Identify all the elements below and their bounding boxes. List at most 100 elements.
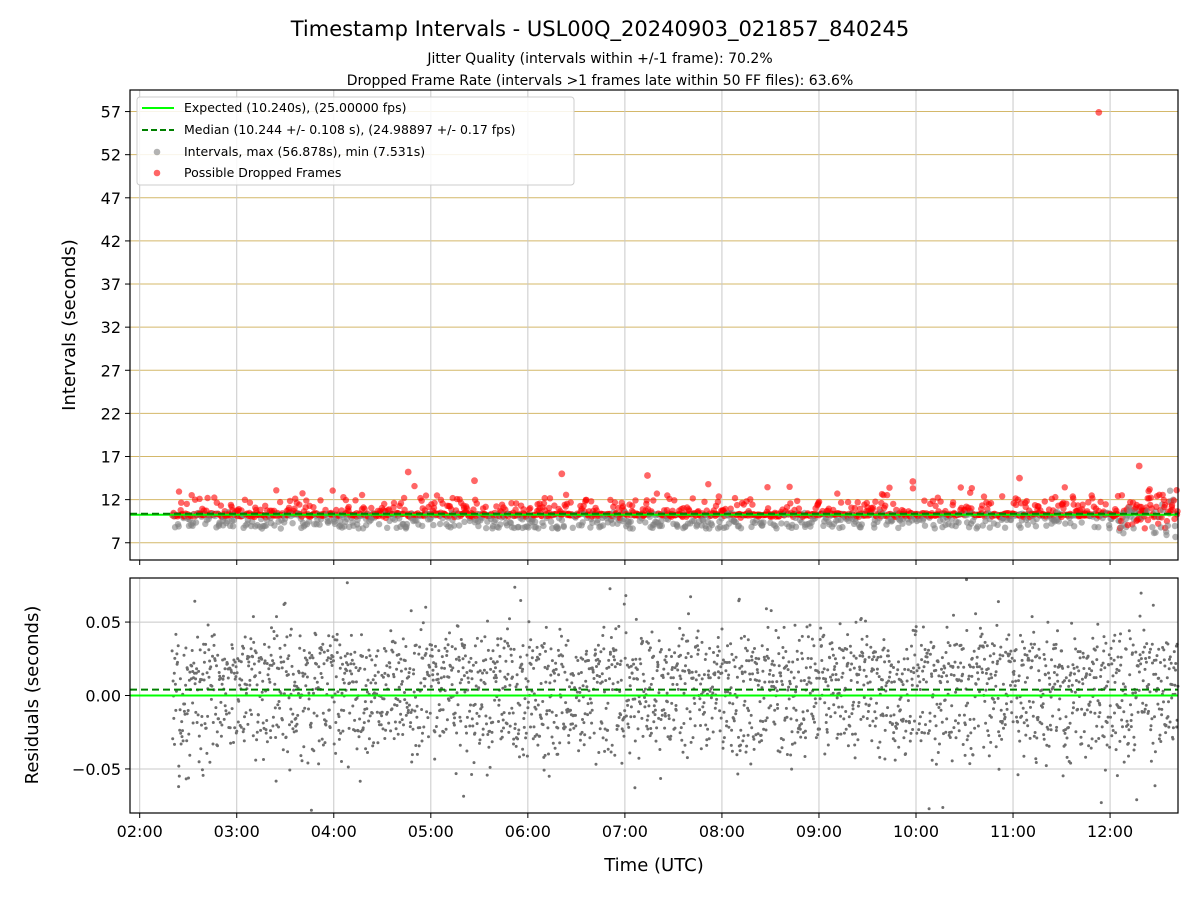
residual-point <box>1104 641 1108 645</box>
residual-point <box>976 671 980 675</box>
residual-point <box>348 711 352 715</box>
residual-point <box>493 661 497 665</box>
residual-point <box>454 657 458 661</box>
residual-point <box>888 670 892 674</box>
residual-point <box>602 647 606 651</box>
residual-point <box>991 697 995 701</box>
residual-point <box>1160 713 1164 717</box>
residual-point <box>790 767 794 771</box>
residual-point <box>291 712 295 716</box>
residual-point <box>512 647 516 651</box>
interval-point <box>629 525 636 532</box>
residual-point <box>987 677 991 681</box>
residual-point <box>853 756 857 760</box>
residual-point <box>1130 713 1134 717</box>
residual-point <box>1031 700 1035 704</box>
interval-point <box>1106 525 1113 532</box>
residual-point <box>963 723 967 727</box>
residual-point <box>589 701 593 705</box>
residual-point <box>1002 726 1005 730</box>
residual-point <box>513 585 517 589</box>
residual-point <box>857 701 861 704</box>
residual-point <box>1099 801 1103 805</box>
residual-point <box>727 660 731 664</box>
residual-point <box>458 743 462 747</box>
dropped-frame-point <box>303 497 310 504</box>
residual-point <box>880 686 884 689</box>
residual-point <box>545 712 549 716</box>
residual-point <box>429 684 433 688</box>
residual-point <box>999 708 1003 712</box>
residual-point <box>920 731 924 734</box>
residual-point <box>624 631 628 635</box>
residual-point <box>853 732 857 736</box>
dropped-frame-point <box>715 493 722 500</box>
residuals-x-ticks: 02:00 03:00 04:00 05:00 06:00 07:00 08:00 09:00… <box>117 813 1133 841</box>
residual-point <box>390 707 394 711</box>
residual-point <box>205 751 209 755</box>
residual-point <box>696 648 700 652</box>
residual-point <box>988 654 992 658</box>
residual-point <box>1021 663 1025 667</box>
dropped-frame-point <box>390 499 398 507</box>
residual-point <box>592 731 596 735</box>
residual-point <box>856 738 860 742</box>
residual-point <box>1027 658 1031 662</box>
residual-point <box>489 657 493 661</box>
dropped-frame-point <box>883 491 891 499</box>
residual-point <box>254 758 258 762</box>
residual-point <box>507 711 511 715</box>
dropped-frame-point <box>558 470 566 478</box>
residual-point <box>590 708 594 712</box>
residual-point <box>587 689 591 693</box>
dropped-frame-point <box>1061 484 1069 491</box>
residual-point <box>271 659 275 663</box>
residual-point <box>854 656 858 660</box>
residual-point <box>450 645 454 649</box>
residual-point <box>1023 646 1026 650</box>
residual-point <box>474 684 478 688</box>
residual-point <box>670 655 673 658</box>
dropped-frame-point <box>764 505 772 512</box>
residual-point <box>1173 683 1177 687</box>
residual-point <box>927 729 931 733</box>
residual-point <box>263 659 267 663</box>
residual-point <box>986 729 990 733</box>
residual-point <box>666 735 670 739</box>
residual-point <box>805 682 809 686</box>
residual-point <box>316 686 320 690</box>
residual-point <box>1077 669 1081 673</box>
residual-point <box>1174 668 1177 672</box>
residual-point <box>448 631 451 635</box>
residual-point <box>425 647 429 651</box>
dropped-frame-point <box>211 494 218 501</box>
residual-point <box>577 672 581 676</box>
residual-point <box>357 669 361 673</box>
residual-point <box>849 679 853 682</box>
residual-point <box>420 708 424 711</box>
residual-point <box>984 721 988 725</box>
residual-point <box>581 684 585 688</box>
residual-point <box>835 661 839 665</box>
residual-point <box>1035 654 1039 658</box>
residual-point <box>895 672 899 676</box>
residual-point <box>248 708 252 712</box>
residual-point <box>538 652 542 656</box>
residual-point <box>490 730 494 734</box>
residual-point <box>1160 707 1164 711</box>
residual-point <box>1162 658 1166 662</box>
residual-point <box>338 666 342 670</box>
residual-point <box>626 703 630 707</box>
dropped-frame-point <box>204 494 211 502</box>
residual-point <box>1129 703 1132 707</box>
residual-point <box>584 679 588 683</box>
residual-point <box>497 698 501 702</box>
residual-point <box>1154 672 1158 676</box>
residual-point <box>278 646 282 650</box>
residual-point <box>265 662 269 665</box>
residual-point <box>1159 661 1162 664</box>
residual-point <box>270 626 273 630</box>
residual-point <box>1132 735 1136 739</box>
dropped-frame-point <box>882 502 889 509</box>
residual-point <box>486 648 490 652</box>
